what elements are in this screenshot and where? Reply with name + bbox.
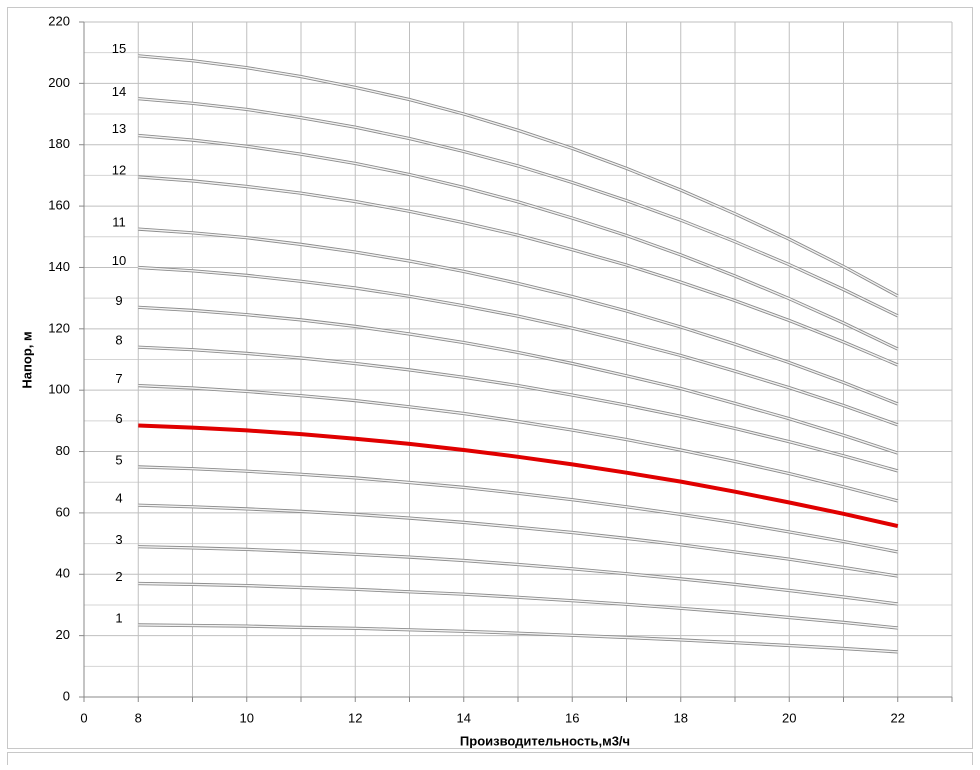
y-tick-label: 20 <box>56 627 70 642</box>
y-tick-label: 80 <box>56 443 70 458</box>
curve <box>138 176 899 366</box>
curves <box>138 54 899 654</box>
y-tick-label: 60 <box>56 504 70 519</box>
curve <box>138 98 899 317</box>
y-tick-label: 200 <box>48 75 70 90</box>
curve <box>138 546 898 605</box>
curve-label: 1 <box>115 610 122 625</box>
x-tick-label: 12 <box>348 710 362 725</box>
curve-label: 3 <box>115 532 122 547</box>
curve-label: 10 <box>112 253 126 268</box>
curve-label: 2 <box>115 569 122 584</box>
curve <box>138 134 899 350</box>
x-axis-title: Производительность,м3/ч <box>460 733 630 748</box>
curve-label: 15 <box>112 41 126 56</box>
curve <box>138 624 898 653</box>
curve <box>138 266 899 426</box>
x-tick-label: 14 <box>457 710 471 725</box>
x-tick-label: 8 <box>135 710 142 725</box>
grid <box>79 21 953 702</box>
curve-label: 8 <box>115 333 122 348</box>
curve-label: 9 <box>115 293 122 308</box>
y-tick-label: 160 <box>48 198 70 213</box>
curve <box>138 55 899 297</box>
x-tick-label: 0 <box>80 710 87 725</box>
y-tick-label: 180 <box>48 136 70 151</box>
curve <box>138 423 899 529</box>
curve-label: 6 <box>115 411 122 426</box>
curve <box>138 384 898 502</box>
curve <box>138 228 899 405</box>
curve-label: 7 <box>115 371 122 386</box>
y-tick-label: 100 <box>48 382 70 397</box>
curve-label: 5 <box>115 452 122 467</box>
curve-label: 4 <box>115 491 122 506</box>
y-axis-title: Напор, м <box>19 331 34 388</box>
curve-label: 14 <box>112 84 126 99</box>
x-tick-label: 18 <box>674 710 688 725</box>
x-tick-label: 20 <box>782 710 796 725</box>
curve-label: 12 <box>112 162 126 177</box>
curve <box>138 346 898 472</box>
curve <box>138 582 898 629</box>
curve-label: 13 <box>112 121 126 136</box>
y-tick-label: 140 <box>48 259 70 274</box>
x-tick-label: 22 <box>891 710 905 725</box>
x-tick-label: 10 <box>240 710 254 725</box>
y-tick-label: 220 <box>48 13 70 28</box>
x-tick-label: 16 <box>565 710 579 725</box>
lower-panel <box>7 752 973 770</box>
y-tick-label: 40 <box>56 566 70 581</box>
curve-label: 11 <box>112 215 126 230</box>
curve <box>138 306 899 454</box>
curve <box>138 504 898 577</box>
y-tick-label: 120 <box>48 320 70 335</box>
y-tick-label: 0 <box>63 688 70 703</box>
curve <box>138 466 898 553</box>
